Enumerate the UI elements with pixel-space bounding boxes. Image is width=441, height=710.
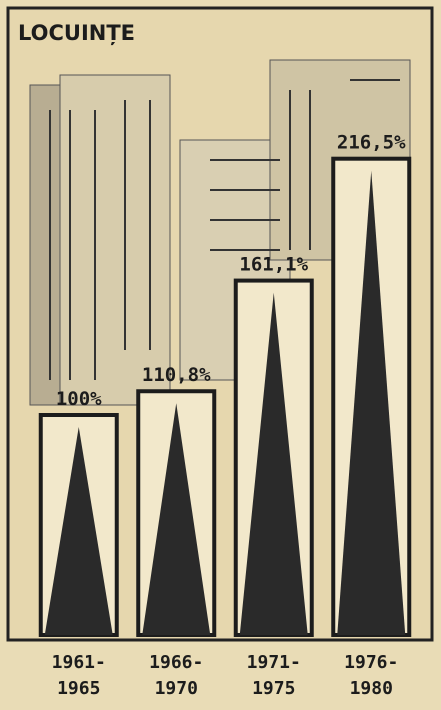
value-label: 100%: [56, 388, 102, 410]
value-label: 161,1%: [239, 254, 308, 276]
value-label: 110,8%: [142, 364, 211, 386]
x-tick-label: 1961- 1965: [34, 650, 124, 702]
value-label: 216,5%: [337, 132, 406, 154]
chart: LOCUINȚE 100% 110,8% 161,1% 216,5%: [0, 0, 441, 710]
x-tick-label: 1976- 1980: [326, 650, 416, 702]
x-tick-label: 1971- 1975: [229, 650, 319, 702]
x-tick-label: 1966- 1970: [131, 650, 221, 702]
page: LOCUINȚE 100% 110,8% 161,1% 216,5% 1961- 19…: [0, 0, 441, 710]
building: [60, 75, 170, 405]
chart-title: LOCUINȚE: [18, 21, 135, 46]
